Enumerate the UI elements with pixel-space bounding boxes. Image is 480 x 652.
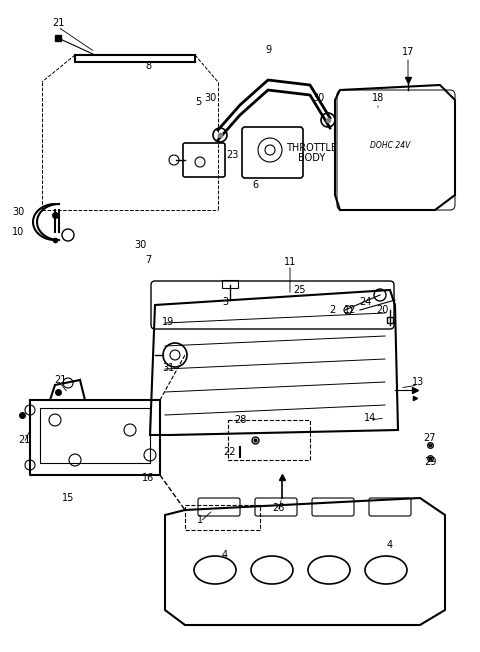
Text: 26: 26 xyxy=(272,503,284,513)
Text: BODY: BODY xyxy=(299,153,325,163)
Text: 13: 13 xyxy=(412,377,424,387)
Text: 15: 15 xyxy=(62,493,74,503)
Bar xyxy=(222,280,238,288)
Text: 29: 29 xyxy=(424,457,436,467)
Bar xyxy=(185,505,260,530)
Text: 5: 5 xyxy=(195,97,201,107)
Text: 4: 4 xyxy=(387,540,393,550)
Text: 31: 31 xyxy=(162,363,174,373)
Text: 23: 23 xyxy=(226,150,238,160)
Text: 22: 22 xyxy=(224,447,236,457)
Text: 14: 14 xyxy=(364,413,376,423)
Text: 30: 30 xyxy=(12,207,24,217)
Text: 2: 2 xyxy=(329,305,335,315)
Text: 24: 24 xyxy=(359,297,371,307)
Text: 17: 17 xyxy=(402,47,414,57)
Text: 20: 20 xyxy=(376,305,388,315)
Text: 21: 21 xyxy=(18,435,30,445)
Text: DOHC 24V: DOHC 24V xyxy=(370,140,410,149)
Text: 27: 27 xyxy=(424,433,436,443)
Text: 4: 4 xyxy=(222,550,228,560)
Text: 16: 16 xyxy=(142,473,154,483)
Text: 10: 10 xyxy=(12,227,24,237)
Text: 7: 7 xyxy=(145,255,151,265)
Text: 21: 21 xyxy=(54,375,66,385)
Text: 30: 30 xyxy=(312,93,324,103)
Text: 3: 3 xyxy=(222,297,228,307)
Text: 1: 1 xyxy=(197,515,203,525)
Bar xyxy=(40,408,150,463)
Text: 6: 6 xyxy=(252,180,258,190)
Text: 19: 19 xyxy=(162,317,174,327)
Text: 25: 25 xyxy=(294,285,306,295)
Text: 12: 12 xyxy=(344,305,356,315)
Text: 30: 30 xyxy=(134,240,146,250)
Text: THROTTLE: THROTTLE xyxy=(287,143,337,153)
Text: 28: 28 xyxy=(234,415,246,425)
Text: 21: 21 xyxy=(52,18,64,28)
Text: 8: 8 xyxy=(145,61,151,71)
Text: 18: 18 xyxy=(372,93,384,103)
Text: 30: 30 xyxy=(204,93,216,103)
Text: 11: 11 xyxy=(284,257,296,267)
Text: 9: 9 xyxy=(265,45,271,55)
